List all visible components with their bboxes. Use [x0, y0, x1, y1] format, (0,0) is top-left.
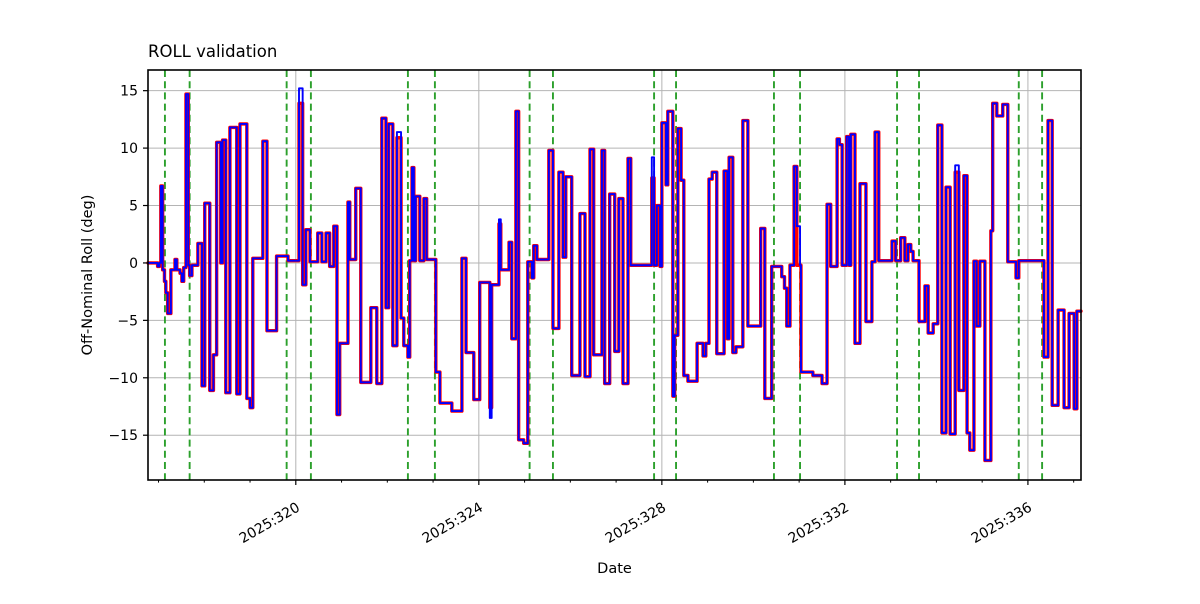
y-axis-label: Off-Nominal Roll (deg): [80, 195, 96, 356]
validation-roll-line: [147, 87, 1082, 462]
axes-spines: [147, 69, 1082, 481]
y-tick-label: 15: [120, 84, 138, 100]
y-tick-label: −10: [108, 371, 138, 387]
y-tick-label: −15: [108, 428, 138, 444]
x-tick-label: 2025:328: [603, 500, 669, 547]
y-tick-label: 5: [129, 199, 138, 215]
y-tick-label: 0: [129, 256, 138, 272]
y-tick-label: −5: [117, 313, 138, 329]
x-tick-label: 2025:324: [420, 500, 486, 547]
axes-box: [147, 69, 1082, 481]
chart-title: ROLL validation: [148, 42, 277, 61]
axis-ticks: [143, 90, 1075, 485]
x-tick-label: 2025:332: [786, 500, 852, 547]
x-axis-label: Date: [597, 561, 632, 577]
series-layer: [146, 87, 1083, 463]
x-tick-label: 2025:336: [969, 500, 1035, 547]
y-tick-label: 10: [120, 141, 138, 157]
x-tick-label: 2025:320: [237, 500, 303, 547]
